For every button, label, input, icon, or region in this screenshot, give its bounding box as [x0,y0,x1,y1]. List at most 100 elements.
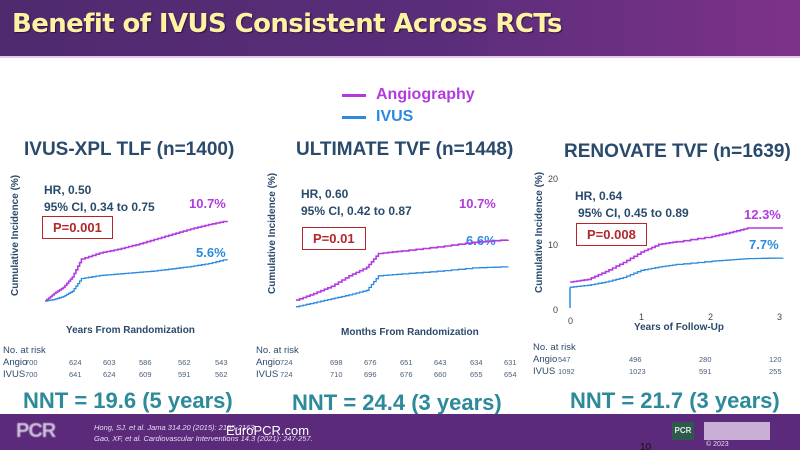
slide-header: Benefit of IVUS Consistent Across RCTs [0,0,800,58]
y-tick-label: 0 [553,305,559,315]
p-value-box: P=0.01 [302,227,366,250]
legend-item-ivus: IVUS [342,106,475,128]
hr-value: HR, 0.64 [575,189,623,203]
partner-logo [704,422,770,440]
risk-value: 1023 [629,367,646,376]
hazard-ratio: HR, 0.60 95% CI, 0.42 to 0.87 [301,186,412,220]
site-link[interactable]: EuroPCR.com [226,423,310,438]
p-value-box: P=0.008 [576,223,647,246]
risk-value: 562 [178,358,191,367]
risk-value: 280 [699,355,712,364]
risk-value: 654 [504,370,517,379]
nnt-ultimate: NNT = 24.4 (3 years) [292,390,502,415]
chart-title-ultimate: ULTIMATE TVF (n=1448) [296,139,514,160]
end-label-ivus: 6.6% [466,233,496,248]
risk-value: 586 [139,358,152,367]
risk-value: 641 [69,370,82,379]
series-line-ivus [296,266,509,308]
hr-value: HR, 0.60 [301,187,349,201]
reference-2: Gao, XF, et al. Cardiovascular Intervent… [94,434,313,443]
hazard-ratio: HR, 0.64 95% CI, 0.45 to 0.89 [575,188,689,222]
x-tick-label: 1 [639,312,645,322]
risk-value: 603 [103,358,116,367]
page-number: 10 [640,442,652,453]
y-axis-label: Cumulative Incidence (%) [10,174,21,296]
risk-value: 700 [25,358,38,367]
y-axis-label: Cumulative Incidence (%) [534,171,545,293]
slide-title: Benefit of IVUS Consistent Across RCTs [12,9,562,39]
km-plot-ivus-xpl [45,220,228,302]
risk-header: No. at risk [3,345,46,356]
risk-value: 255 [769,367,782,376]
end-label-angiography: 10.7% [459,196,496,211]
series-line-angiography [296,239,509,301]
x-axis-label: Months From Randomization [341,327,479,338]
x-tick-label: 3 [777,312,783,322]
end-label-angiography: 12.3% [744,207,781,222]
risk-value: 562 [215,370,228,379]
risk-value: 700 [25,370,38,379]
legend-label-ivus: IVUS [376,108,414,125]
risk-value: 710 [330,370,343,379]
ci-value: 95% CI, 0.34 to 0.75 [44,200,155,214]
risk-row-label: IVUS [256,369,279,380]
risk-header: No. at risk [256,345,299,356]
end-label-ivus: 7.7% [749,237,779,252]
y-axis-label: Cumulative Incidence (%) [267,172,278,294]
risk-value: 634 [470,358,483,367]
x-tick-label: 2 [708,312,714,322]
nnt-ivus-xpl: NNT = 19.6 (5 years) [23,388,233,413]
risk-value: 698 [330,358,343,367]
risk-value: 543 [215,358,228,367]
risk-value: 724 [280,370,293,379]
nnt-renovate: NNT = 21.7 (3 years) [570,388,780,413]
x-tick-label: 0 [568,316,574,326]
risk-value: 696 [364,370,377,379]
series-line-ivus [45,259,228,302]
end-label-angiography: 10.7% [189,196,226,211]
risk-value: 660 [434,370,447,379]
series-line-ivus [570,257,784,288]
p-value-box: P=0.001 [42,216,113,239]
legend-item-angiography: Angiography [342,84,475,106]
risk-header: No. at risk [533,342,576,353]
series-line-angiography [570,227,783,283]
risk-value: 591 [178,370,191,379]
x-axis-label: Years of Follow-Up [634,322,725,333]
risk-row-label: IVUS [533,366,556,377]
ci-value: 95% CI, 0.42 to 0.87 [301,204,412,218]
risk-row-label: Angio [533,354,558,365]
risk-value: 631 [504,358,517,367]
y-tick-label: 20 [548,174,559,184]
risk-value: 1092 [558,367,575,376]
risk-value: 643 [434,358,447,367]
copyright: © 2023 [706,441,729,448]
risk-value: 651 [400,358,413,367]
reference-1: Hong, SJ. et al. Jama 314.20 (2015): 215… [94,423,257,432]
risk-value: 624 [103,370,116,379]
hr-value: HR, 0.50 [44,183,92,197]
risk-value: 624 [69,358,82,367]
series-line-angiography [45,220,228,302]
km-plot-ultimate [296,239,509,308]
x-axis-label: Years From Randomization [66,325,195,336]
risk-value: 676 [400,370,413,379]
risk-row-label: Angio [256,357,281,368]
risk-value: 609 [139,370,152,379]
risk-value: 591 [699,367,712,376]
risk-row-label: Angio [3,357,28,368]
risk-value: 655 [470,370,483,379]
risk-value: 120 [769,355,782,364]
km-plot-renovate [569,227,784,308]
risk-row-label: IVUS [3,369,26,380]
y-tick-label: 10 [548,240,559,250]
legend-label-angiography: Angiography [376,86,475,103]
risk-value: 676 [364,358,377,367]
chart-legend: Angiography IVUS [342,84,475,128]
chart-title-renovate: RENOVATE TVF (n=1639) [564,141,791,162]
legend-swatch-ivus [342,115,366,119]
legend-swatch-angiography [342,93,366,97]
end-label-ivus: 5.6% [196,245,226,260]
ci-value: 95% CI, 0.45 to 0.89 [578,206,689,220]
risk-value: 496 [629,355,642,364]
